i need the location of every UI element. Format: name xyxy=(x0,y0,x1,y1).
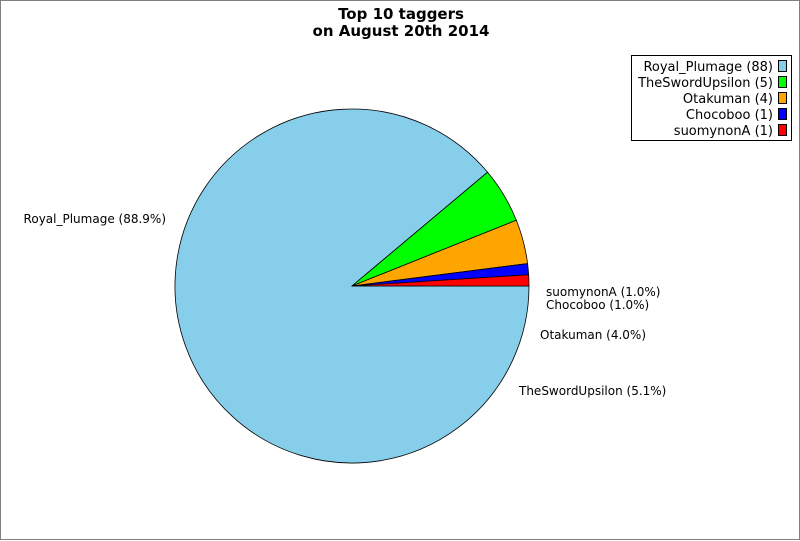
legend-label-theswordupsilon: TheSwordUpsilon (5) xyxy=(637,76,773,91)
slice-label-otakuman: Otakuman (4.0%) xyxy=(540,328,646,342)
pie-slices xyxy=(174,108,530,464)
pie-slice-royal-plumage xyxy=(174,108,530,464)
legend-swatch-theswordupsilon xyxy=(778,76,787,88)
legend-swatch-suomynona xyxy=(778,124,787,136)
legend-label-otakuman: Otakuman (4) xyxy=(683,92,773,107)
legend-label-royal-plumage: Royal_Plumage (88) xyxy=(643,60,773,75)
legend: Royal_Plumage (88)TheSwordUpsilon (5)Ota… xyxy=(631,55,792,141)
chart-title-line-2: on August 20th 2014 xyxy=(313,22,490,40)
slice-labels: Royal_Plumage (88.9%) TheSwordUpsilon (5.… xyxy=(24,212,667,398)
legend-swatch-chocoboo xyxy=(778,108,787,120)
legend-label-chocoboo: Chocoboo (1) xyxy=(686,108,773,123)
legend-label-suomynona: suomynonA (1) xyxy=(674,124,773,139)
legend-box xyxy=(631,55,792,141)
chart-title-line-1: Top 10 taggers xyxy=(338,5,464,23)
slice-label-royal-plumage: Royal_Plumage (88.9%) xyxy=(24,212,166,226)
slice-label-chocoboo: Chocoboo (1.0%) xyxy=(546,298,649,312)
slice-label-suomynona: suomynonA (1.0%) xyxy=(546,285,660,299)
slice-label-theswordupsilon: TheSwordUpsilon (5.1%) xyxy=(518,384,666,398)
legend-swatch-otakuman xyxy=(778,92,787,104)
legend-swatch-royal-plumage xyxy=(778,60,787,72)
pie-slice-suomynona xyxy=(351,274,530,287)
